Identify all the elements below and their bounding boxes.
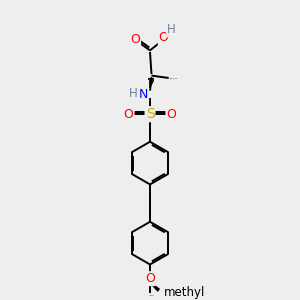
Text: O: O (167, 108, 176, 121)
Text: methyl: methyl (150, 295, 155, 296)
Text: O: O (130, 33, 140, 46)
Text: O: O (159, 32, 169, 44)
Text: methyl_ch3: methyl_ch3 (169, 77, 178, 79)
Text: H: H (167, 23, 176, 36)
Text: methyl: methyl (165, 290, 170, 292)
Text: O: O (145, 272, 155, 285)
Text: H: H (128, 87, 137, 100)
Text: O: O (124, 108, 134, 121)
Text: N: N (139, 88, 148, 101)
Text: methyl: methyl (164, 286, 205, 299)
Text: S: S (146, 107, 154, 121)
